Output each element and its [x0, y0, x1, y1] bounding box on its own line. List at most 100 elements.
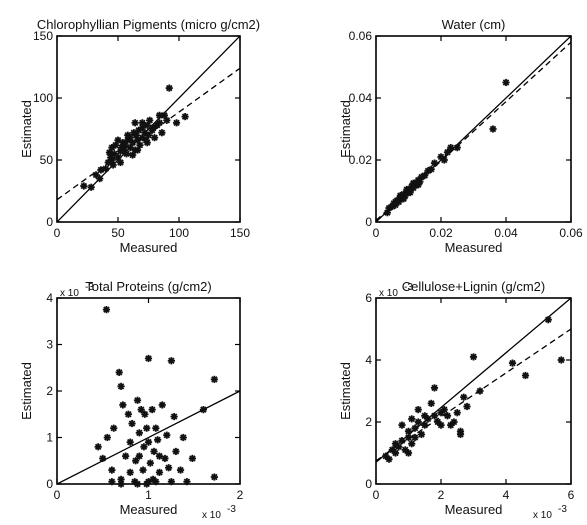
y-axis-label: Estimated: [19, 362, 34, 420]
x-tick-label: 4: [503, 488, 510, 502]
data-point: [139, 466, 147, 474]
data-point: [124, 410, 132, 418]
y-tick-label: 2: [365, 415, 372, 429]
panel-proteins: 0 1 2 0 1 2 3 4 Total Proteins (g/cm2) Measured Es…: [19, 279, 244, 521]
data-point: [414, 418, 422, 426]
y-tick-label: 6: [365, 291, 372, 305]
y-tick-label: 4: [46, 291, 53, 305]
plot-frame: [375, 297, 572, 485]
data-point: [417, 430, 426, 438]
data-point: [126, 468, 134, 476]
data-point: [508, 359, 517, 367]
y-multiplier-exponent: -3: [404, 282, 413, 293]
data-point: [151, 134, 159, 142]
data-point: [430, 384, 439, 392]
data-point: [155, 452, 164, 460]
data-point: [476, 387, 484, 395]
data-point: [404, 449, 413, 457]
x-tick-label: 0: [373, 488, 380, 502]
data-point: [430, 159, 439, 167]
data-point: [181, 113, 189, 121]
data-point: [80, 182, 88, 190]
plot-frame: [56, 35, 241, 223]
data-point: [463, 402, 471, 411]
data-point: [411, 433, 419, 442]
data-point: [122, 150, 131, 158]
data-point: [140, 443, 148, 451]
data-point: [385, 455, 393, 463]
x-tick-label: 2: [438, 488, 445, 502]
data-point: [188, 454, 197, 463]
chart-title: Chlorophyllian Pigments (micro g/cm2): [37, 17, 260, 32]
data-point: [544, 316, 552, 324]
data-point: [165, 84, 173, 92]
data-point: [395, 443, 403, 451]
data-point: [398, 437, 406, 445]
y-tick-label: 100: [33, 91, 53, 105]
x-axis-label: Measured: [445, 502, 503, 517]
x-tick-label: 0: [54, 226, 61, 240]
y-tick-label: 0: [365, 215, 372, 229]
data-point: [124, 131, 132, 139]
y-axis-label: Estimated: [338, 100, 353, 158]
data-point: [421, 421, 429, 429]
data-point: [557, 356, 565, 364]
data-point: [119, 401, 127, 409]
x-tick-label: 150: [230, 226, 250, 240]
data-point: [408, 415, 416, 423]
data-point: [155, 468, 164, 476]
x-tick-label: 0.06: [559, 226, 583, 240]
y-multiplier: x 10: [60, 288, 79, 299]
y-tick-label: 0.04: [349, 91, 373, 105]
y-axis-label: Estimated: [19, 100, 34, 158]
data-point: [144, 354, 153, 363]
data-point: [172, 447, 180, 456]
data-point: [163, 116, 171, 124]
x-tick-label: 1: [145, 488, 152, 502]
x-tick-label: 6: [568, 488, 575, 502]
data-point: [167, 478, 175, 486]
data-point: [453, 144, 461, 152]
y-tick-label: 0: [365, 477, 372, 491]
data-point: [155, 119, 164, 127]
data-point: [165, 464, 173, 472]
data-point: [179, 433, 187, 442]
data-point: [443, 412, 452, 420]
solid-fit-line: [57, 390, 240, 484]
x-multiplier-exponent: -3: [227, 504, 236, 515]
data-point: [172, 119, 181, 127]
y-tick-label: 3: [46, 338, 53, 352]
data-point: [107, 153, 115, 162]
data-point: [133, 480, 142, 488]
data-point: [144, 438, 153, 446]
chart-title: Water (cm): [442, 17, 506, 32]
data-point: [131, 119, 139, 127]
data-point: [521, 371, 530, 380]
x-tick-label: 2: [237, 488, 244, 502]
data-point: [408, 440, 416, 448]
x-axis-label: Measured: [120, 502, 178, 517]
x-tick-label: 50: [111, 226, 125, 240]
y-tick-label: 0: [46, 215, 53, 229]
x-tick-label: 0: [373, 226, 380, 240]
data-point: [427, 165, 435, 173]
data-point: [391, 449, 400, 457]
solid-fit-line: [57, 36, 240, 222]
data-point: [152, 424, 160, 432]
data-point: [133, 396, 142, 404]
y-tick-label: 0.06: [349, 29, 373, 43]
x-multiplier: x 10: [202, 510, 221, 521]
data-point: [456, 427, 465, 435]
chart-title: Total Proteins (g/cm2): [85, 279, 211, 294]
data-point: [391, 198, 400, 206]
data-point: [116, 158, 125, 167]
data-point: [421, 171, 429, 180]
data-point: [183, 478, 191, 486]
data-point: [210, 375, 218, 383]
data-point: [129, 151, 137, 159]
data-point: [414, 406, 422, 414]
data-point: [109, 161, 117, 169]
data-point: [152, 478, 160, 486]
data-point: [443, 148, 452, 156]
